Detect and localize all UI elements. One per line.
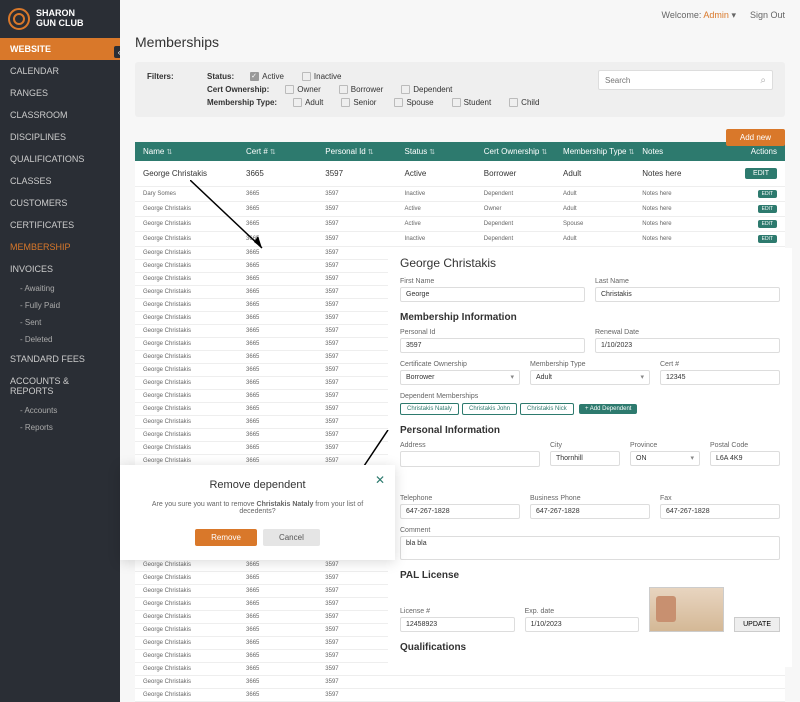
chk-owner[interactable]: Owner bbox=[285, 85, 321, 94]
postal-field[interactable]: L6A 4K9 bbox=[710, 451, 780, 466]
add-new-button[interactable]: Add new bbox=[726, 129, 785, 146]
nav-sub-sent[interactable]: - Sent bbox=[0, 314, 120, 331]
add-dependent-button[interactable]: + Add Dependent bbox=[579, 404, 638, 414]
nav-invoices[interactable]: INVOICES bbox=[0, 258, 120, 280]
brand-text: SHARONGUN CLUB bbox=[36, 9, 84, 29]
cert-ownership-select[interactable]: Borrower bbox=[400, 370, 520, 385]
nav-sub-fully-paid[interactable]: - Fully Paid bbox=[0, 297, 120, 314]
edit-button[interactable]: EDIT bbox=[745, 168, 777, 179]
logo[interactable]: SHARONGUN CLUB bbox=[0, 0, 120, 38]
nav-disciplines[interactable]: DISCIPLINES bbox=[0, 126, 120, 148]
nav-membership[interactable]: MEMBERSHIP bbox=[0, 236, 120, 258]
edit-button[interactable]: EDIT bbox=[758, 205, 777, 213]
exp-date-field[interactable]: 1/10/2023 bbox=[525, 617, 640, 632]
update-button[interactable]: UPDATE bbox=[734, 617, 780, 632]
edit-button[interactable]: EDIT bbox=[758, 220, 777, 228]
remove-button[interactable]: Remove bbox=[195, 529, 257, 546]
table-row[interactable]: George Christakis36653597 bbox=[135, 689, 785, 702]
cancel-button[interactable]: Cancel bbox=[263, 529, 320, 546]
dependent-tag[interactable]: Christakis Nataly bbox=[400, 403, 459, 415]
chk-student[interactable]: Student bbox=[452, 98, 492, 107]
edit-button[interactable]: EDIT bbox=[758, 190, 777, 198]
filters-label: Filters: bbox=[147, 72, 197, 81]
nav-ranges[interactable]: RANGES bbox=[0, 82, 120, 104]
cert-number-field[interactable]: 12345 bbox=[660, 370, 780, 385]
license-field[interactable]: 12458923 bbox=[400, 617, 515, 632]
chk-spouse[interactable]: Spouse bbox=[394, 98, 433, 107]
detail-title: George Christakis bbox=[400, 256, 780, 270]
chk-dependent[interactable]: Dependent bbox=[401, 85, 452, 94]
table-row[interactable]: George Christakis36653597InactiveDepende… bbox=[135, 232, 785, 247]
membership-type-select[interactable]: Adult bbox=[530, 370, 650, 385]
table-header: Name⇅ Cert #⇅ Personal Id⇅ Status⇅ Cert … bbox=[135, 142, 785, 161]
chk-senior[interactable]: Senior bbox=[341, 98, 376, 107]
sort-icon[interactable]: ⇅ bbox=[166, 149, 172, 156]
fax-field[interactable]: 647-267-1828 bbox=[660, 504, 780, 519]
search-icon: ⌕ bbox=[760, 75, 766, 86]
comment-field[interactable]: bla bla bbox=[400, 536, 780, 560]
nav-classroom[interactable]: CLASSROOM bbox=[0, 104, 120, 126]
table-row[interactable]: George Christakis36653597ActiveOwnerAdul… bbox=[135, 202, 785, 217]
detail-panel: George Christakis First NameGeorge Last … bbox=[388, 248, 792, 667]
close-icon[interactable]: ✕ bbox=[375, 473, 385, 487]
nav-sub-accounts[interactable]: - Accounts bbox=[0, 402, 120, 419]
nav-sub-awaiting[interactable]: - Awaiting bbox=[0, 280, 120, 297]
chk-child[interactable]: Child bbox=[509, 98, 539, 107]
nav-sub-reports[interactable]: - Reports bbox=[0, 419, 120, 436]
chk-active[interactable]: Active bbox=[250, 72, 284, 81]
nav-website[interactable]: WEBSITE bbox=[0, 38, 120, 60]
renewal-date-field[interactable]: 1/10/2023 bbox=[595, 338, 780, 353]
telephone-field[interactable]: 647-267-1828 bbox=[400, 504, 520, 519]
main-content: Welcome: Admin ▾ Sign Out Memberships Fi… bbox=[120, 0, 800, 702]
table-row[interactable]: George Christakis 3665 3597 Active Borro… bbox=[135, 161, 785, 187]
search-input[interactable] bbox=[605, 76, 760, 85]
nav-accounts---reports[interactable]: ACCOUNTS & REPORTS bbox=[0, 370, 120, 402]
province-select[interactable]: ON bbox=[630, 451, 700, 466]
nav-standard-fees[interactable]: STANDARD FEES bbox=[0, 348, 120, 370]
business-phone-field[interactable]: 647-267-1828 bbox=[530, 504, 650, 519]
nav-qualifications[interactable]: QUALIFICATIONS bbox=[0, 148, 120, 170]
chk-borrower[interactable]: Borrower bbox=[339, 85, 383, 94]
signout-link[interactable]: Sign Out bbox=[750, 10, 785, 20]
modal-message: Are you sure you want to remove Christak… bbox=[134, 501, 381, 515]
welcome-text: Welcome: Admin ▾ bbox=[662, 10, 736, 21]
search-box[interactable]: ⌕ bbox=[598, 70, 773, 90]
remove-dependent-modal: ✕ Remove dependent Are you sure you want… bbox=[120, 465, 395, 560]
last-name-field[interactable]: Christakis bbox=[595, 287, 780, 302]
chk-inactive[interactable]: Inactive bbox=[302, 72, 342, 81]
page-title: Memberships bbox=[120, 30, 800, 54]
nav-classes[interactable]: CLASSES bbox=[0, 170, 120, 192]
table-row[interactable]: George Christakis36653597ActiveDependent… bbox=[135, 217, 785, 232]
edit-button[interactable]: EDIT bbox=[758, 235, 777, 243]
table-row[interactable]: George Christakis36653597 bbox=[135, 676, 785, 689]
pal-license-image bbox=[649, 587, 724, 632]
target-icon bbox=[8, 8, 30, 30]
personal-id-field[interactable]: 3597 bbox=[400, 338, 585, 353]
sidebar: SHARONGUN CLUB WEBSITECALENDARRANGESCLAS… bbox=[0, 0, 120, 702]
nav-certificates[interactable]: CERTIFICATES bbox=[0, 214, 120, 236]
city-field[interactable]: Thornhill bbox=[550, 451, 620, 466]
topbar: Welcome: Admin ▾ Sign Out bbox=[120, 0, 800, 30]
nav-calendar[interactable]: CALENDAR bbox=[0, 60, 120, 82]
nav-customers[interactable]: CUSTOMERS bbox=[0, 192, 120, 214]
chk-adult[interactable]: Adult bbox=[293, 98, 323, 107]
first-name-field[interactable]: George bbox=[400, 287, 585, 302]
modal-title: Remove dependent bbox=[134, 479, 381, 491]
address-field[interactable] bbox=[400, 451, 540, 467]
filter-panel: Filters: Status: Active Inactive Cert Ow… bbox=[135, 62, 785, 117]
dependent-tag[interactable]: Christakis Nick bbox=[520, 403, 574, 415]
table-row[interactable]: Dary Somes36653597InactiveDependentAdult… bbox=[135, 187, 785, 202]
dependent-tags: Christakis NatalyChristakis JohnChristak… bbox=[400, 403, 780, 415]
dependent-tag[interactable]: Christakis John bbox=[462, 403, 517, 415]
nav-sub-deleted[interactable]: - Deleted bbox=[0, 331, 120, 348]
